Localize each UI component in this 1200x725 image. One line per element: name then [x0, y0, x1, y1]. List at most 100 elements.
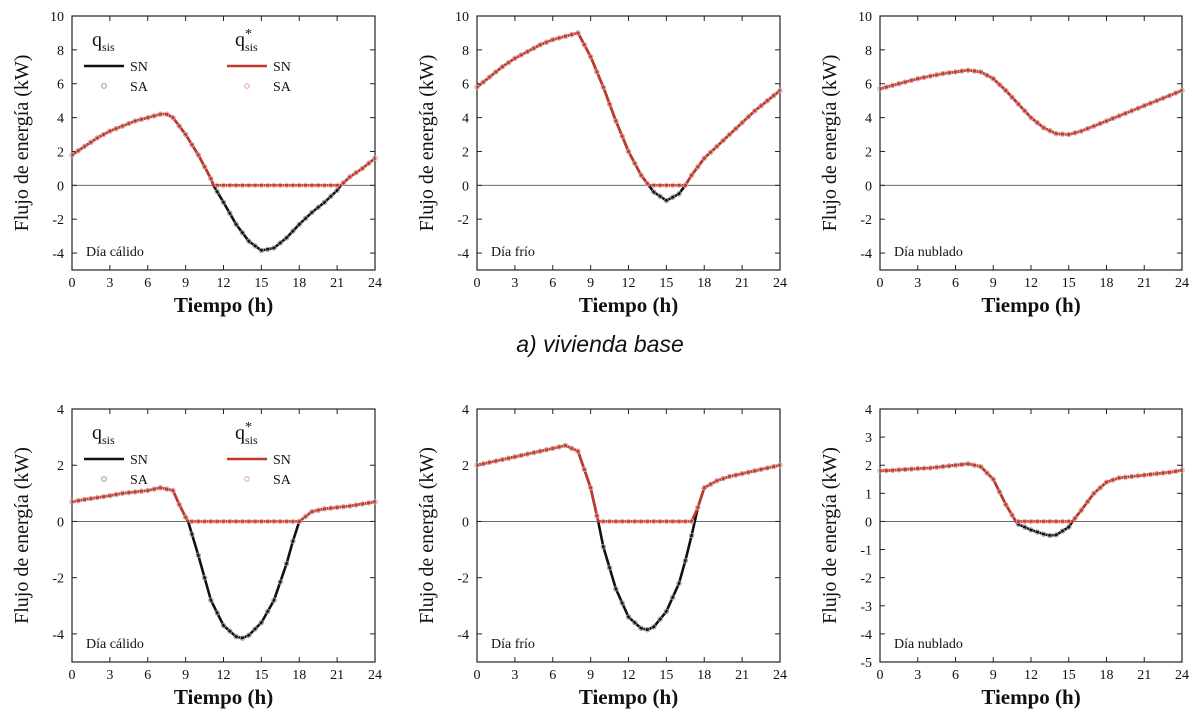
legend-marker-gray — [101, 476, 107, 482]
y-tick-label: 2 — [865, 459, 872, 474]
data-point — [625, 148, 632, 155]
legend-superscript: * — [245, 27, 252, 42]
data-point — [940, 70, 946, 77]
y-tick-label: -4 — [860, 628, 872, 643]
data-point — [1135, 473, 1141, 479]
data-point — [493, 69, 499, 75]
data-point — [908, 77, 915, 83]
data-point — [1059, 131, 1066, 137]
data-point — [359, 165, 366, 172]
data-point — [619, 133, 625, 139]
data-point — [978, 69, 984, 75]
x-tick-label: 6 — [952, 276, 959, 291]
data-point — [283, 182, 290, 188]
data-point — [113, 125, 119, 132]
data-point — [107, 128, 113, 134]
data-point — [227, 210, 233, 216]
x-tick-label: 21 — [330, 276, 344, 291]
plot-frame — [879, 15, 1183, 271]
data-point — [227, 518, 233, 525]
data-point — [94, 494, 100, 501]
data-point — [170, 114, 176, 121]
data-point — [959, 68, 965, 74]
data-point — [990, 476, 996, 482]
data-point — [353, 169, 359, 176]
data-point — [663, 197, 670, 204]
legend-label: SA — [273, 473, 292, 488]
data-point — [726, 131, 733, 138]
x-tick-labels: 0 3 6 9 12 15 18 21 24 — [877, 668, 1190, 683]
data-point — [81, 496, 88, 503]
data-point — [632, 619, 638, 626]
data-point — [676, 191, 682, 197]
data-point — [670, 182, 676, 188]
data-point — [1078, 128, 1084, 134]
data-point — [126, 120, 132, 127]
data-point — [1160, 95, 1166, 101]
y-tick-label: -5 — [860, 656, 872, 671]
x-tick-label: 24 — [773, 276, 787, 291]
data-point — [1028, 518, 1034, 525]
data-point — [1015, 101, 1022, 107]
series-qstar-sis-sn — [476, 31, 781, 187]
data-point — [682, 558, 688, 564]
data-point — [556, 35, 562, 41]
panel-annotation: Día frío — [491, 637, 535, 652]
data-point — [908, 466, 915, 472]
data-point — [1003, 501, 1009, 508]
x-tick-label: 9 — [587, 276, 594, 291]
data-point — [1009, 94, 1015, 100]
data-point — [1034, 120, 1040, 126]
data-point — [1166, 469, 1173, 475]
legend-subscript: sis — [245, 433, 258, 447]
y-tick-label: -2 — [457, 572, 469, 587]
data-point — [220, 518, 227, 525]
x-tick-labels: 0 3 6 9 12 15 18 21 24 — [69, 276, 383, 291]
data-point — [889, 82, 896, 89]
data-point — [587, 485, 594, 491]
y-tick-label: -4 — [457, 247, 469, 262]
data-point — [524, 451, 531, 457]
series-line — [476, 31, 781, 187]
data-point — [258, 619, 265, 626]
data-point — [745, 469, 752, 475]
data-point — [562, 442, 569, 449]
data-point — [499, 456, 505, 463]
data-point — [1040, 125, 1047, 131]
x-tick-label: 0 — [474, 668, 481, 683]
data-point — [990, 76, 996, 82]
data-point — [132, 118, 138, 124]
y-tick-label: 4 — [462, 403, 469, 418]
data-point — [556, 444, 562, 450]
data-point — [1091, 490, 1097, 496]
y-axis-label: Flujo de energía (kW) — [11, 447, 33, 624]
data-point — [145, 114, 151, 121]
data-point — [151, 113, 157, 119]
data-point — [745, 114, 752, 120]
data-point — [676, 580, 682, 586]
data-point — [214, 182, 220, 188]
data-point — [752, 108, 758, 114]
x-tick-label: 12 — [217, 276, 231, 291]
data-point — [157, 485, 164, 491]
x-tick-label: 24 — [368, 276, 382, 291]
x-tick-label: 24 — [1175, 668, 1189, 683]
x-tick-label: 0 — [877, 276, 884, 291]
data-point — [758, 466, 764, 473]
y-tick-label: 4 — [462, 112, 469, 127]
data-point — [581, 42, 587, 48]
y-axis-label: Flujo de energía (kW) — [416, 447, 438, 624]
y-tick-labels: -5 -4 -3 -2 -1 0 1 2 3 4 — [860, 403, 872, 671]
x-tick-label: 6 — [144, 668, 151, 683]
data-point — [302, 513, 309, 520]
y-tick-label: 2 — [462, 145, 469, 160]
data-point — [271, 182, 277, 188]
data-point — [940, 463, 946, 470]
data-point — [644, 518, 651, 525]
data-point — [100, 131, 107, 138]
data-point — [1179, 467, 1185, 473]
data-point — [632, 518, 638, 525]
plot-frame — [879, 408, 1183, 663]
data-point — [277, 240, 283, 246]
data-point — [328, 193, 334, 199]
